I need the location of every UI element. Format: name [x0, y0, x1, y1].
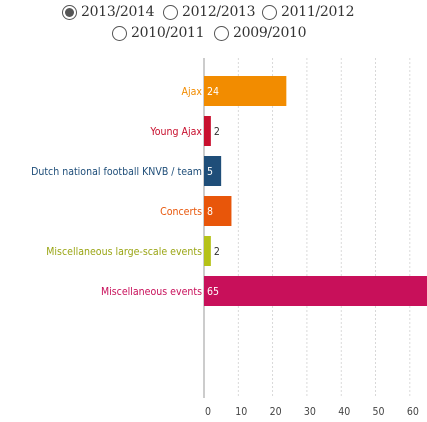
bar-ajax [204, 76, 287, 106]
category-label: Ajax [182, 86, 203, 98]
legend-radio-2011-2012[interactable]: 2011/2012 [262, 2, 355, 22]
value-label: 5 [207, 166, 213, 178]
x-tick-label: 40 [338, 406, 350, 418]
category-label: Young Ajax [149, 126, 202, 138]
category-label: Dutch national football KNVB / team [31, 166, 202, 178]
legend-label: 2011/2012 [281, 4, 355, 20]
bar-miscellaneous-events [204, 276, 427, 306]
x-tick-label: 20 [270, 406, 282, 418]
bar-concerts [204, 196, 232, 226]
legend-label: 2012/2013 [182, 4, 256, 20]
x-tick-label: 30 [304, 406, 316, 418]
radio-unchecked-icon [262, 4, 277, 20]
x-tick-label: 0 [205, 406, 211, 418]
legend-label: 2010/2011 [131, 25, 205, 41]
x-tick-label: 60 [407, 406, 419, 418]
bar-miscellaneous-large-scale-events [204, 236, 211, 266]
season-legend: 2013/2014 2012/2013 2011/2012 2010/2011 2009… [0, 0, 427, 48]
legend-radio-2013-2014[interactable]: 2013/2014 [62, 2, 155, 22]
radio-unchecked-icon [163, 4, 178, 20]
value-label: 24 [207, 86, 219, 98]
legend-label: 2013/2014 [81, 4, 155, 20]
value-label: 65 [207, 286, 219, 298]
category-label: Concerts [160, 206, 202, 218]
x-tick-label: 10 [235, 406, 247, 418]
category-label: Miscellaneous large-scale events [46, 246, 202, 258]
radio-unchecked-icon [112, 25, 127, 41]
value-label: 2 [214, 126, 220, 138]
legend-radio-2009-2010[interactable]: 2009/2010 [214, 23, 307, 43]
bar-young-ajax [204, 116, 211, 146]
radio-checked-icon [62, 4, 77, 20]
bar-dutch-national-football-knvb-team [204, 156, 222, 186]
value-label: 8 [207, 206, 213, 218]
legend-radio-2012-2013[interactable]: 2012/2013 [163, 2, 256, 22]
legend-label: 2009/2010 [233, 25, 307, 41]
category-label: Miscellaneous events [101, 286, 202, 298]
value-label: 2 [214, 246, 220, 258]
legend-radio-2010-2011[interactable]: 2010/2011 [112, 23, 205, 43]
radio-unchecked-icon [214, 25, 229, 41]
x-tick-label: 50 [373, 406, 385, 418]
